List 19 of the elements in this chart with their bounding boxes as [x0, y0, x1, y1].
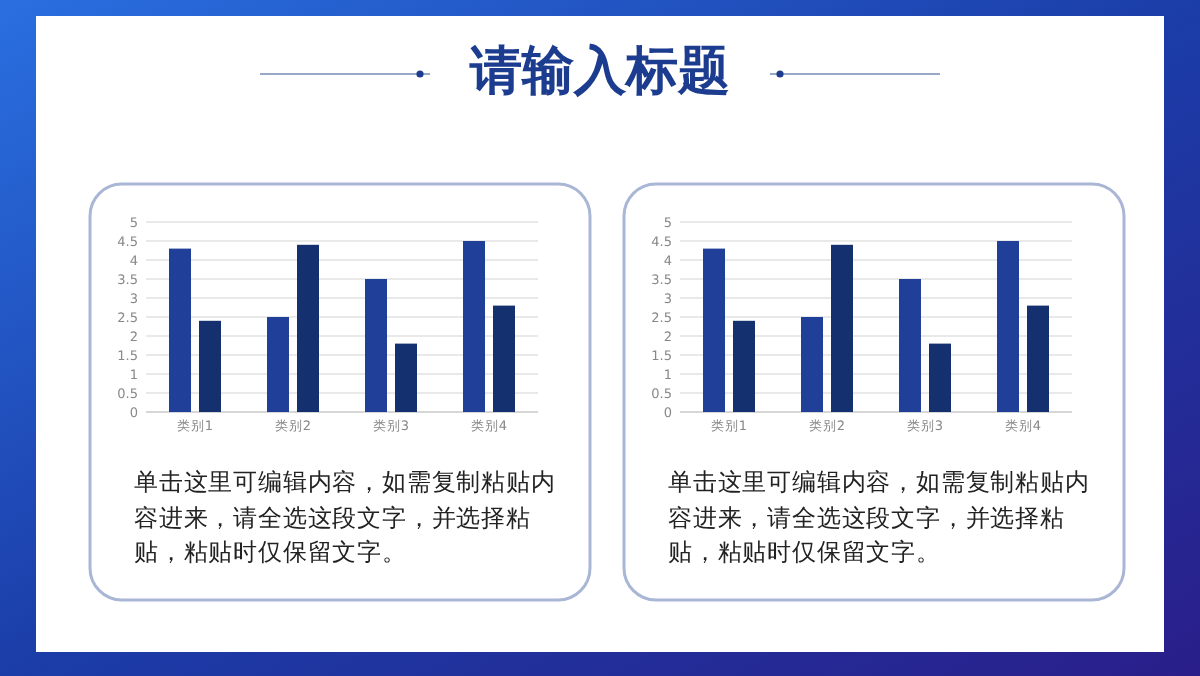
bar: [365, 279, 387, 412]
text: 单击这里可编辑内容，如需复制粘贴内容进来，请全选这段文字，并选择粘贴，粘贴时仅保留文字。: [668, 466, 1092, 570]
bar: [1027, 305, 1049, 412]
chart-title: 请输入标题: [468, 42, 730, 102]
text: 单击这里可编辑内容，如需复制粘贴内容进来，请全选这段文字，并选择粘贴，粘贴时仅保留文字。: [134, 466, 558, 570]
bar: [267, 317, 289, 412]
bar: [929, 343, 951, 412]
bar: [493, 305, 515, 412]
bar: [199, 320, 221, 412]
bar: [997, 241, 1019, 412]
bar: [831, 244, 853, 412]
bar: [395, 343, 417, 412]
bar: [297, 244, 319, 412]
bar: [169, 248, 191, 412]
bar: [463, 241, 485, 412]
bar: [733, 320, 755, 412]
bar: [899, 279, 921, 412]
bar: [801, 317, 823, 412]
bar: [703, 248, 725, 412]
